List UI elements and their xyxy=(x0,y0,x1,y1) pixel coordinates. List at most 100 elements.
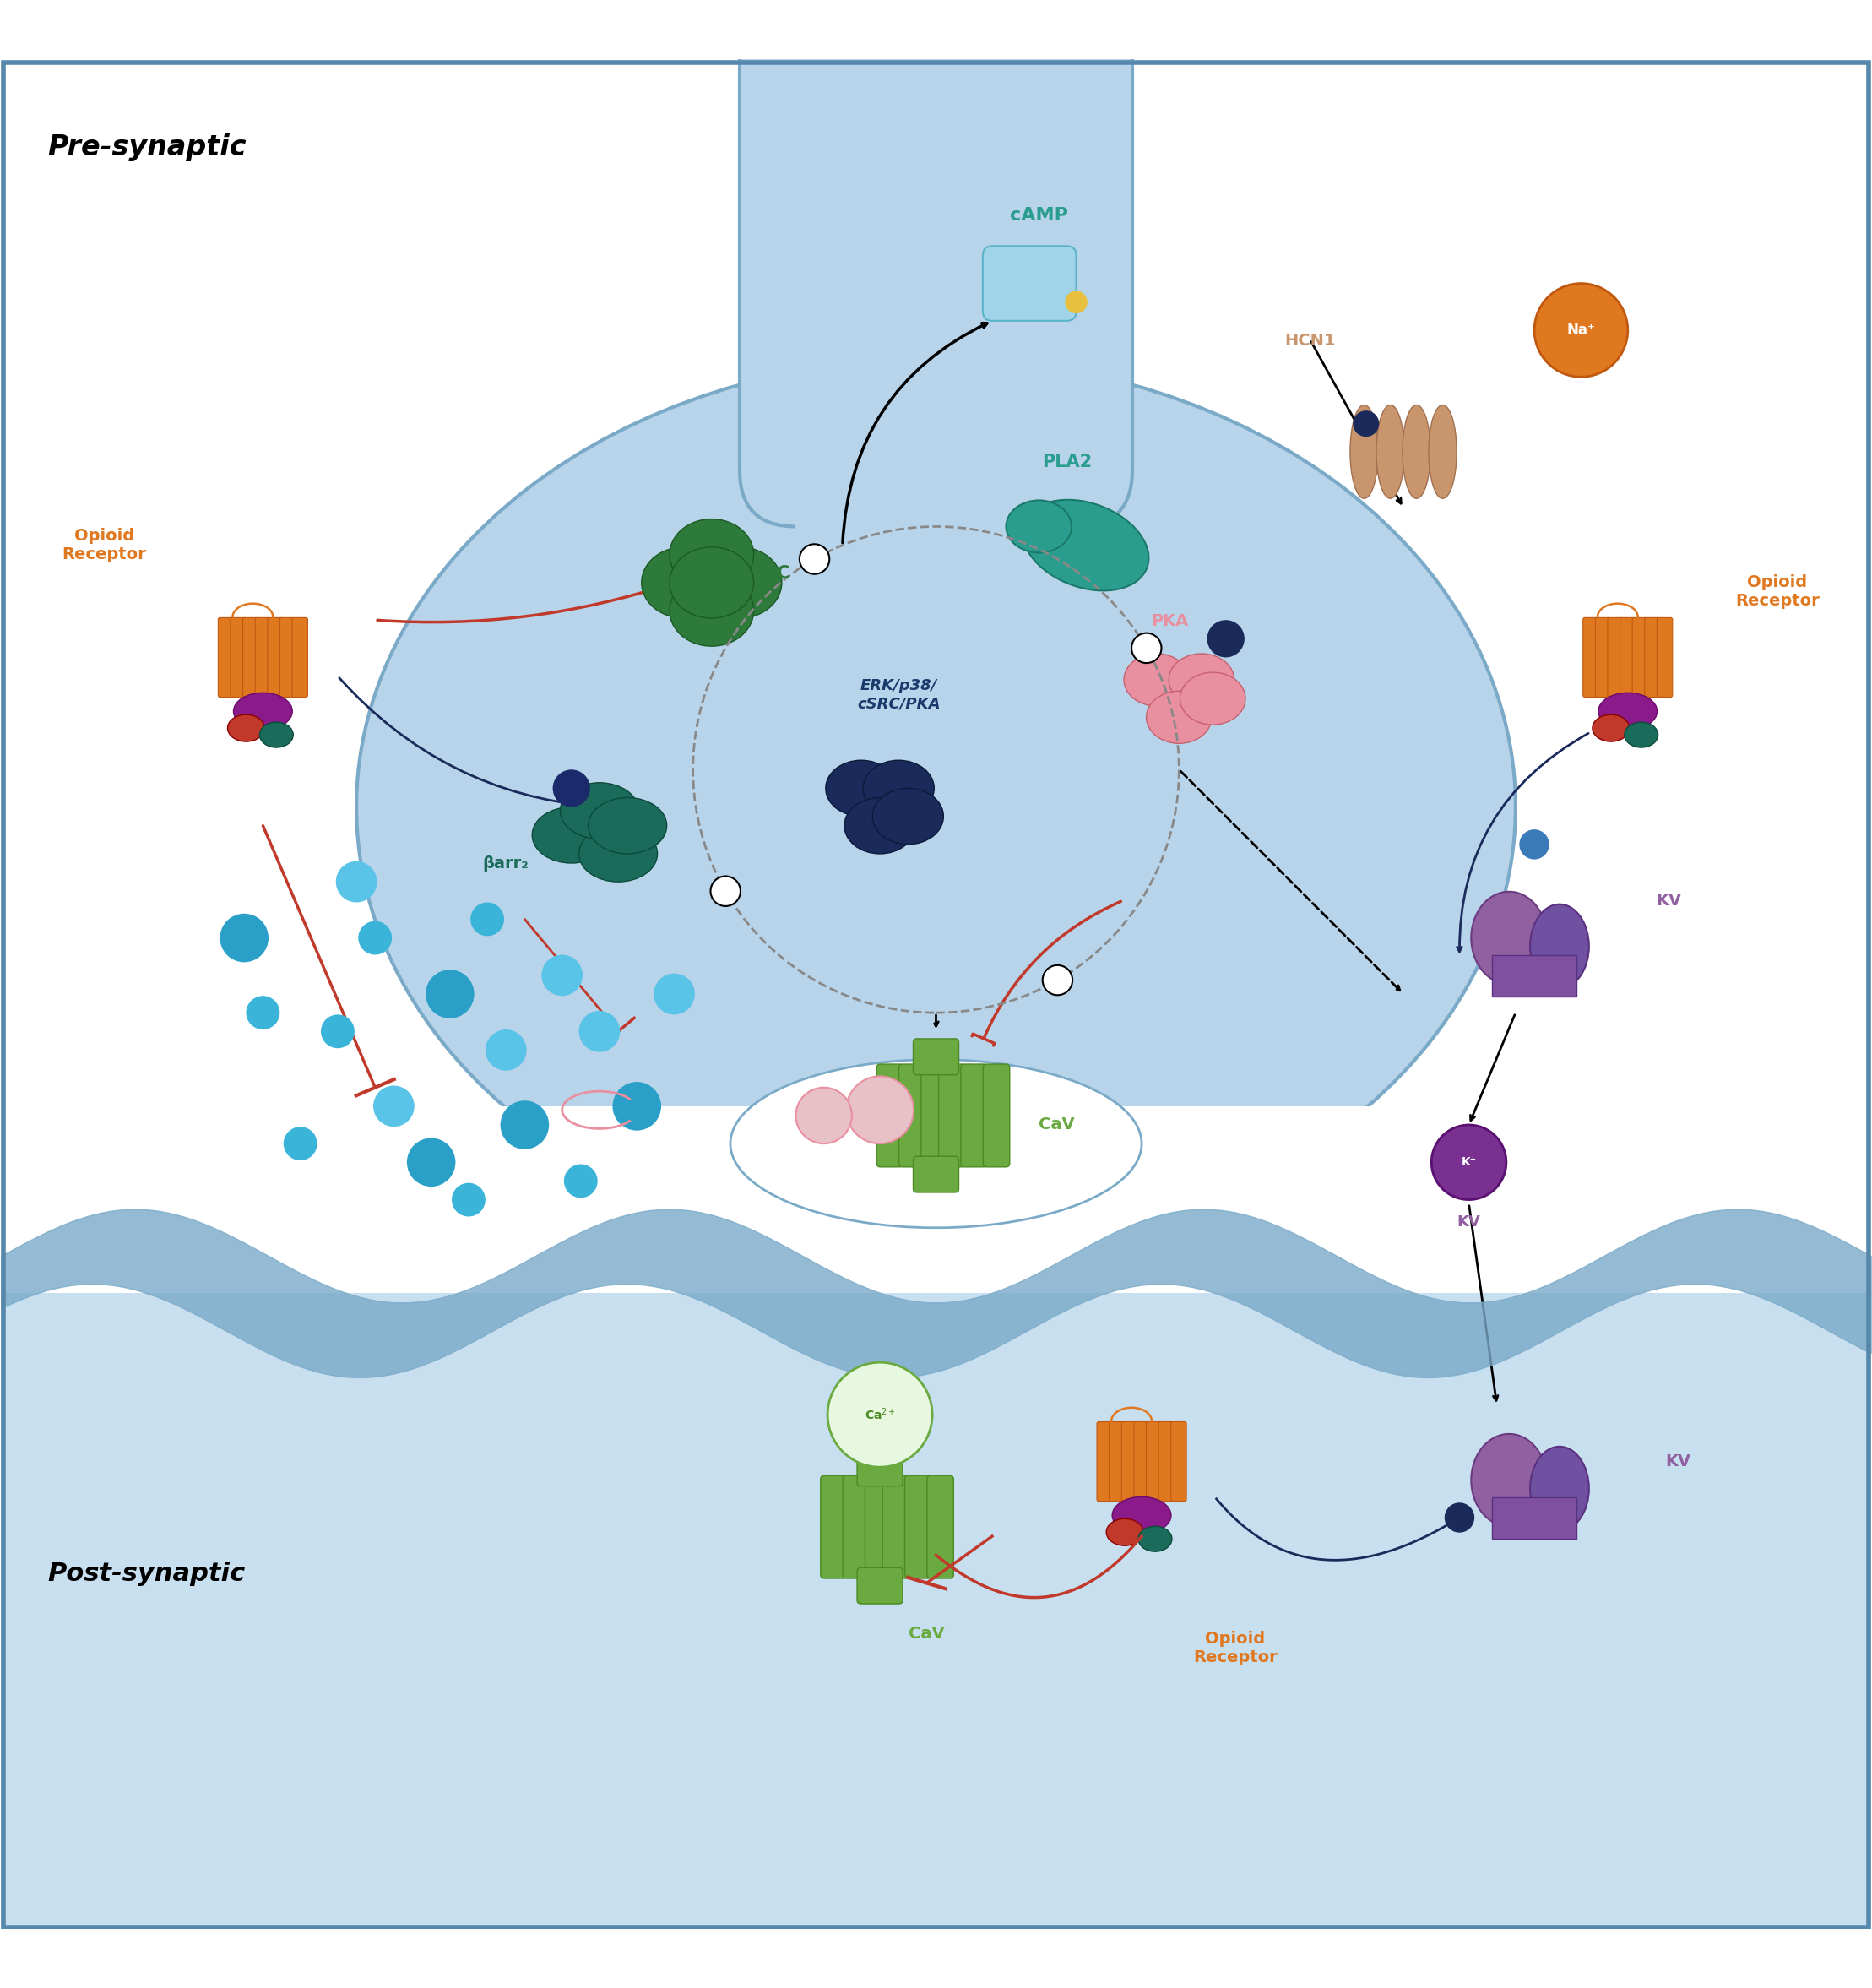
Circle shape xyxy=(846,1076,914,1143)
Ellipse shape xyxy=(1471,893,1546,984)
Circle shape xyxy=(245,996,279,1030)
Circle shape xyxy=(1353,412,1380,437)
Ellipse shape xyxy=(1529,905,1589,988)
Text: cAMP: cAMP xyxy=(1009,207,1067,223)
Ellipse shape xyxy=(1593,714,1629,742)
FancyBboxPatch shape xyxy=(1584,618,1599,698)
Text: PKA: PKA xyxy=(1151,614,1189,630)
Ellipse shape xyxy=(642,547,726,618)
Circle shape xyxy=(1131,632,1161,664)
FancyBboxPatch shape xyxy=(1110,1421,1125,1501)
Ellipse shape xyxy=(1022,499,1149,590)
FancyBboxPatch shape xyxy=(820,1475,848,1578)
Circle shape xyxy=(827,1362,932,1467)
FancyBboxPatch shape xyxy=(983,1064,1009,1167)
Ellipse shape xyxy=(670,575,754,646)
Ellipse shape xyxy=(578,825,657,883)
FancyBboxPatch shape xyxy=(899,1064,925,1167)
Circle shape xyxy=(711,877,741,907)
FancyBboxPatch shape xyxy=(927,1475,953,1578)
Ellipse shape xyxy=(1428,406,1456,499)
Bar xyxy=(1492,1497,1576,1539)
FancyBboxPatch shape xyxy=(1170,1421,1187,1501)
FancyBboxPatch shape xyxy=(739,0,1133,527)
Ellipse shape xyxy=(1471,1433,1546,1527)
Circle shape xyxy=(653,974,695,1014)
Circle shape xyxy=(470,903,504,936)
Circle shape xyxy=(335,861,376,903)
FancyBboxPatch shape xyxy=(876,1064,902,1167)
Ellipse shape xyxy=(1350,406,1378,499)
Ellipse shape xyxy=(826,759,897,817)
Ellipse shape xyxy=(1179,672,1245,726)
Ellipse shape xyxy=(228,714,264,742)
FancyBboxPatch shape xyxy=(1619,618,1636,698)
Ellipse shape xyxy=(1168,654,1234,706)
Circle shape xyxy=(612,1081,661,1131)
Text: Opioid
Receptor: Opioid Receptor xyxy=(1192,1632,1277,1666)
Ellipse shape xyxy=(844,797,915,853)
Ellipse shape xyxy=(560,783,638,839)
Circle shape xyxy=(406,1137,455,1187)
Circle shape xyxy=(1043,964,1073,996)
Circle shape xyxy=(373,1085,414,1127)
FancyBboxPatch shape xyxy=(1097,1421,1112,1501)
FancyBboxPatch shape xyxy=(960,1064,987,1167)
Circle shape xyxy=(1535,284,1629,378)
Ellipse shape xyxy=(872,789,943,845)
Ellipse shape xyxy=(670,547,754,618)
Text: KV: KV xyxy=(1657,893,1681,909)
Ellipse shape xyxy=(1106,1519,1144,1545)
FancyBboxPatch shape xyxy=(914,1038,958,1076)
Circle shape xyxy=(796,1087,852,1143)
Ellipse shape xyxy=(670,519,754,590)
FancyBboxPatch shape xyxy=(921,1064,947,1167)
Text: Post-synaptic: Post-synaptic xyxy=(49,1561,245,1586)
Circle shape xyxy=(283,1127,316,1161)
FancyBboxPatch shape xyxy=(243,618,258,698)
Ellipse shape xyxy=(1402,406,1430,499)
FancyBboxPatch shape xyxy=(1645,618,1660,698)
FancyBboxPatch shape xyxy=(1146,1421,1163,1501)
Ellipse shape xyxy=(1138,1527,1172,1551)
Text: Opioid
Receptor: Opioid Receptor xyxy=(62,529,146,563)
Circle shape xyxy=(1207,620,1245,658)
FancyBboxPatch shape xyxy=(268,618,283,698)
FancyBboxPatch shape xyxy=(1121,1421,1136,1501)
FancyBboxPatch shape xyxy=(1608,618,1623,698)
Bar xyxy=(796,414,1076,582)
Circle shape xyxy=(1445,1503,1475,1533)
Text: AC: AC xyxy=(764,565,790,582)
Circle shape xyxy=(219,914,268,962)
Circle shape xyxy=(425,970,474,1018)
Ellipse shape xyxy=(1146,692,1211,744)
Text: HCN1: HCN1 xyxy=(1284,332,1335,348)
FancyBboxPatch shape xyxy=(230,618,245,698)
FancyBboxPatch shape xyxy=(1657,618,1672,698)
Ellipse shape xyxy=(698,547,782,618)
Circle shape xyxy=(1432,1125,1507,1199)
Text: ERK/p38/
cSRC/PKA: ERK/p38/ cSRC/PKA xyxy=(857,678,940,712)
FancyBboxPatch shape xyxy=(1159,1421,1174,1501)
Circle shape xyxy=(541,954,582,996)
Ellipse shape xyxy=(1376,406,1404,499)
Text: Na⁺: Na⁺ xyxy=(1567,322,1595,338)
Ellipse shape xyxy=(863,759,934,817)
FancyBboxPatch shape xyxy=(842,1475,869,1578)
Text: CaV: CaV xyxy=(1039,1117,1075,1133)
Ellipse shape xyxy=(1599,692,1657,730)
Ellipse shape xyxy=(260,722,294,747)
Ellipse shape xyxy=(1625,722,1659,747)
Circle shape xyxy=(358,920,391,954)
FancyBboxPatch shape xyxy=(983,247,1076,320)
Circle shape xyxy=(500,1101,548,1149)
FancyBboxPatch shape xyxy=(938,1064,966,1167)
Ellipse shape xyxy=(730,1060,1142,1229)
FancyBboxPatch shape xyxy=(904,1475,932,1578)
Ellipse shape xyxy=(1123,654,1189,706)
Ellipse shape xyxy=(356,358,1516,1256)
Bar xyxy=(1492,954,1576,996)
Text: Ca$^{2+}$: Ca$^{2+}$ xyxy=(865,1408,895,1423)
FancyBboxPatch shape xyxy=(255,618,271,698)
Text: K⁺: K⁺ xyxy=(1462,1157,1477,1169)
